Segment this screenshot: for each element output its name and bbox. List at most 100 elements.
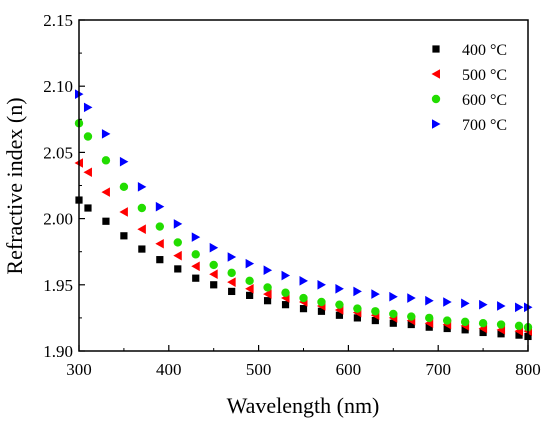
- data-point: [514, 321, 524, 331]
- y-tick-label: 2.10: [43, 77, 73, 96]
- y-tick-label: 1.95: [43, 276, 73, 295]
- data-point: [191, 250, 200, 259]
- data-point: [101, 156, 111, 165]
- data-point: [119, 207, 128, 217]
- data-point: [443, 297, 452, 307]
- data-point: [120, 232, 128, 240]
- ticks-layer: 300 400 500 600 700 800 1.90 1.95 2.00 2.05 2.10 2.…: [43, 11, 541, 379]
- data-point: [317, 297, 326, 307]
- data-point: [245, 276, 254, 286]
- data-point: [155, 222, 165, 231]
- data-point: [174, 265, 182, 273]
- data-point: [479, 328, 487, 337]
- legend-marker: [431, 69, 440, 79]
- data-point: [227, 252, 237, 262]
- data-point: [245, 283, 254, 294]
- data-point: [209, 260, 218, 270]
- data-point: [425, 323, 433, 331]
- data-point: [101, 129, 111, 139]
- legend-item: 700 °C: [432, 117, 507, 134]
- data-point: [119, 182, 129, 192]
- data-point: [335, 283, 344, 294]
- data-point: [83, 102, 93, 113]
- data-point: [137, 224, 146, 234]
- data-point: [371, 289, 380, 299]
- x-tick-label: 700: [425, 360, 451, 379]
- data-point: [155, 201, 165, 212]
- legend-label: 700 °C: [462, 117, 507, 134]
- data-point: [228, 287, 236, 296]
- data-point: [407, 293, 416, 303]
- legend-marker: [431, 94, 441, 104]
- data-point: [119, 156, 129, 167]
- data-point: [227, 277, 236, 287]
- data-point: [496, 320, 506, 329]
- y-tick-label: 2.00: [43, 210, 73, 229]
- data-point: [335, 300, 344, 309]
- legend-label: 600 °C: [462, 92, 507, 109]
- data-point: [101, 187, 110, 197]
- data-point: [137, 182, 147, 192]
- data-point: [425, 313, 434, 323]
- data-point: [246, 291, 254, 299]
- data-point: [407, 320, 415, 329]
- data-point: [317, 280, 326, 290]
- data-point: [263, 283, 272, 292]
- data-point: [191, 232, 201, 242]
- series-3: [75, 89, 533, 313]
- data-point: [317, 307, 326, 315]
- x-tick-label: 800: [515, 360, 541, 379]
- y-tick-label: 2.05: [43, 143, 73, 162]
- data-point: [155, 238, 164, 249]
- data-point: [497, 301, 506, 311]
- data-point: [210, 281, 218, 289]
- data-point: [281, 288, 290, 297]
- markers-layer: [74, 89, 533, 341]
- data-point: [173, 238, 182, 247]
- data-point: [389, 319, 397, 327]
- data-point: [353, 286, 362, 297]
- data-point: [389, 291, 398, 302]
- data-point: [389, 309, 398, 319]
- legend: 400 °C 500 °C 600 °C 700 °C: [431, 42, 507, 134]
- data-point: [335, 311, 344, 319]
- data-point: [371, 316, 379, 325]
- data-point: [353, 304, 362, 313]
- y-tick-label: 1.90: [43, 342, 73, 361]
- data-point: [515, 302, 524, 313]
- x-tick-label: 400: [156, 360, 182, 379]
- data-point: [263, 297, 272, 305]
- legend-item: 600 °C: [431, 92, 507, 109]
- data-point: [209, 269, 218, 280]
- legend-item: 400 °C: [432, 42, 507, 59]
- data-point: [478, 318, 488, 328]
- data-point: [102, 217, 110, 225]
- data-point: [192, 274, 200, 282]
- data-point: [461, 298, 470, 309]
- data-point: [407, 312, 416, 321]
- data-point: [138, 245, 146, 253]
- x-tick-label: 500: [246, 360, 272, 379]
- data-point: [156, 256, 164, 264]
- data-point: [227, 268, 236, 278]
- x-tick-label: 300: [66, 360, 92, 379]
- legend-item: 500 °C: [431, 67, 507, 84]
- data-point: [84, 204, 92, 212]
- data-point: [83, 167, 92, 178]
- data-point: [281, 301, 290, 309]
- y-tick-label: 2.15: [43, 11, 73, 30]
- legend-marker: [432, 45, 440, 53]
- data-point: [443, 324, 451, 333]
- data-point: [263, 265, 273, 276]
- data-point: [263, 289, 272, 299]
- data-point: [281, 270, 291, 281]
- data-point: [173, 219, 183, 229]
- series-0: [75, 196, 532, 341]
- x-tick-label: 600: [336, 360, 362, 379]
- data-point: [299, 276, 308, 286]
- data-point: [191, 261, 200, 272]
- data-point: [209, 242, 219, 253]
- legend-label: 400 °C: [462, 42, 507, 59]
